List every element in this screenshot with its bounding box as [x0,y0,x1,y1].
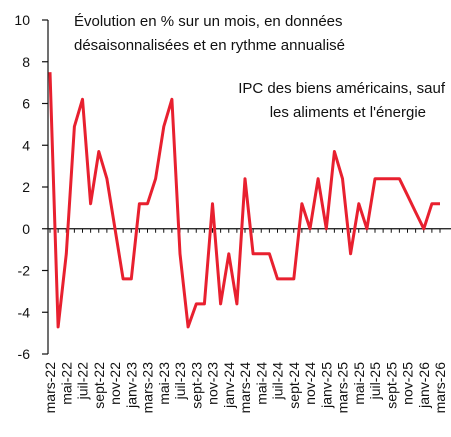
y-tick-label: 10 [14,12,30,28]
x-tick-label: juil-22 [75,362,91,401]
x-tick-label: mai-24 [253,362,269,405]
x-tick-label: mai-25 [351,362,367,405]
x-tick-label: nov-25 [400,362,416,405]
x-tick-label: nov-23 [205,362,221,405]
x-tick-label: sept-25 [383,362,399,409]
y-tick-label: 0 [22,221,30,237]
x-tick-label: mars-25 [335,362,351,414]
data-line [48,72,440,329]
x-tick-label: sept-22 [91,362,107,409]
y-tick-label: 6 [22,96,30,112]
x-tick-label: nov-22 [107,362,123,405]
x-tick-label: mai-22 [58,362,74,405]
x-tick-label: mai-23 [156,362,172,405]
x-tick-label: sept-23 [188,362,204,409]
x-tick-label: mars-23 [140,362,156,414]
x-tick-label: janv-25 [318,362,334,409]
x-tick-label: juil-25 [367,362,383,401]
annotation: Évolution en % sur un mois, en données [74,13,343,30]
annotation: les aliments et l'énergie [270,104,426,121]
y-tick-label: -2 [18,263,31,279]
x-tick-label: juil-24 [270,362,286,401]
y-tick-label: 8 [22,54,30,70]
annotation: IPC des biens américains, sauf [238,80,446,97]
x-tick-label: juil-23 [172,362,188,401]
y-tick-label: -4 [18,304,31,320]
x-tick-label: mars-22 [42,362,58,414]
y-tick-label: 2 [22,179,30,195]
x-tick-label: janv-23 [123,362,139,409]
x-tick-label: mars-26 [432,362,448,414]
x-tick-label: nov-24 [302,362,318,405]
x-tick-label: janv-24 [221,362,237,409]
y-tick-label: -6 [18,346,31,362]
x-tick-label: mars-24 [237,362,253,414]
y-tick-label: 4 [22,137,30,153]
annotation: désaisonnalisées et en rythme annualisé [74,37,345,54]
x-tick-label: janv-26 [416,362,432,409]
x-tick-label: sept-24 [286,362,302,409]
